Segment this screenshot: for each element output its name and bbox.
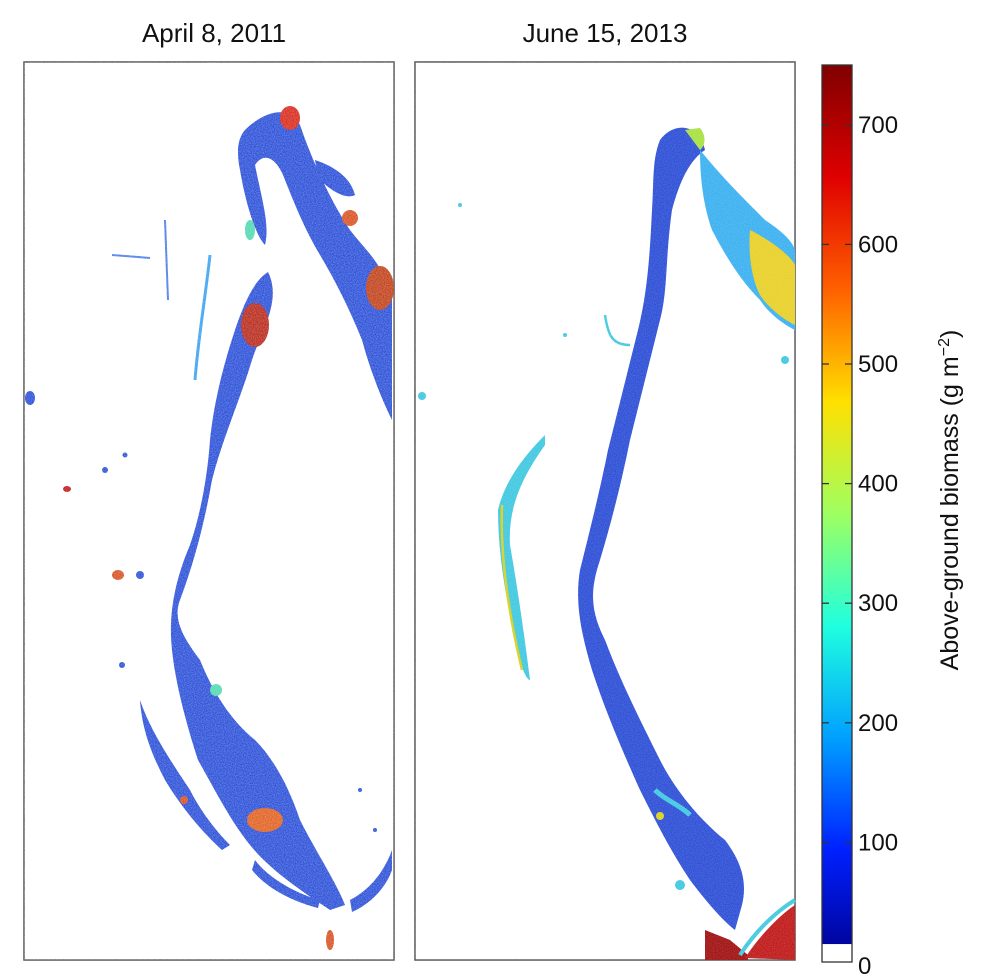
colorbar-tick-label: 100	[858, 829, 898, 856]
colorbar-tick-label: 500	[858, 351, 898, 378]
panel-title-left: April 8, 2011	[141, 18, 287, 48]
panel-left	[23, 61, 395, 961]
colorbar-frame	[821, 64, 853, 963]
colorbar-gradient	[822, 65, 852, 962]
colorbar-tick-label: 200	[858, 710, 898, 737]
biomass-map-left	[24, 62, 394, 960]
colorbar: 0 100 200 300 400 500 600 700 Above-ground biom…	[821, 64, 964, 978]
biomass-map-right	[415, 62, 797, 960]
colorbar-tick-label: 300	[858, 590, 898, 617]
panel-title-right: June 15, 2013	[522, 18, 688, 48]
panel-right	[414, 61, 797, 961]
colorbar-ticks: 0 100 200 300 400 500 600 700	[822, 112, 898, 978]
colorbar-tick-label: 400	[858, 471, 898, 498]
colorbar-label: Above-ground biomass (g m−2)	[936, 330, 964, 671]
colorbar-zero-band	[822, 944, 852, 962]
colorbar-tick-label: 600	[858, 231, 898, 258]
colorbar-tick-label: 700	[858, 112, 898, 139]
colorbar-tick-label: 0	[858, 953, 871, 978]
